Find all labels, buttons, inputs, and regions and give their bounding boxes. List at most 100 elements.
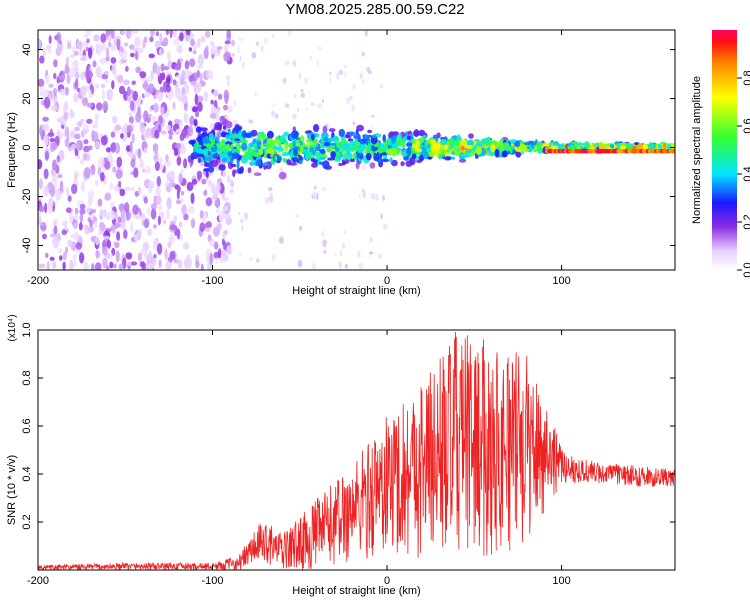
- heatmap-blob: [352, 152, 358, 161]
- heatmap-blob: [143, 110, 149, 123]
- heatmap-blob: [152, 239, 159, 250]
- heatmap-blob: [44, 150, 50, 161]
- heatmap-blob: [300, 88, 304, 93]
- heatmap-blob: [125, 211, 132, 221]
- heatmap-blob: [405, 160, 413, 167]
- heatmap-blob: [195, 260, 200, 269]
- heatmap-blob: [64, 246, 69, 254]
- heatmap-blob: [133, 167, 139, 178]
- heatmap-blob: [158, 259, 162, 269]
- snr-series-line: [38, 331, 675, 570]
- heatmap-blob: [52, 175, 58, 183]
- heatmap-blob: [135, 111, 142, 123]
- heatmap-blob: [453, 138, 460, 147]
- heatmap-blob: [86, 102, 94, 108]
- colorbar-tick-label: 0.2: [742, 214, 750, 229]
- heatmap-blob: [112, 166, 117, 173]
- heatmap-blob: [167, 160, 172, 166]
- heatmap-blob: [444, 156, 452, 161]
- heatmap-blob: [179, 32, 184, 42]
- heatmap-blob: [336, 142, 343, 149]
- heatmap-blob: [139, 71, 147, 79]
- heatmap-blob: [118, 180, 122, 188]
- heatmap-blob: [229, 189, 235, 194]
- heatmap-blob: [98, 156, 105, 169]
- heatmap-blob: [104, 192, 112, 201]
- heatmap-blob: [311, 262, 316, 270]
- heatmap-blob: [101, 88, 105, 101]
- heatmap-blob: [137, 148, 142, 159]
- heatmap-blob: [113, 263, 117, 269]
- heatmap-blob: [258, 148, 264, 156]
- heatmap-blob: [190, 218, 196, 229]
- heatmap-blob: [52, 159, 57, 171]
- heatmap-blob: [192, 50, 197, 55]
- heatmap-blob: [39, 55, 45, 64]
- heatmap-blob: [406, 147, 412, 155]
- heatmap-blob: [166, 208, 170, 220]
- heatmap-blob: [80, 71, 85, 81]
- heatmap-blob: [97, 198, 103, 207]
- heatmap-blob: [239, 252, 242, 256]
- heatmap-blob: [321, 98, 324, 104]
- heatmap-blob: [261, 133, 267, 141]
- heatmap-blob: [147, 206, 151, 217]
- heatmap-blob: [658, 143, 662, 151]
- heatmap-blob: [38, 205, 45, 213]
- heatmap-blob: [147, 263, 155, 270]
- heatmap-blob: [141, 168, 146, 173]
- heatmap-blob: [220, 115, 226, 123]
- heatmap-blob: [295, 142, 301, 147]
- heatmap-blob: [196, 144, 202, 148]
- heatmap-blob: [129, 141, 133, 153]
- heatmap-blob: [165, 84, 171, 93]
- heatmap-blob: [176, 228, 181, 240]
- heatmap-blob: [105, 47, 110, 59]
- heatmap-blob: [154, 195, 162, 206]
- heatmap-blob: [78, 252, 85, 264]
- heatmap-blob: [115, 169, 123, 180]
- heatmap-blob: [218, 164, 226, 171]
- heatmap-blob: [342, 161, 346, 166]
- heatmap-blob: [304, 130, 312, 134]
- heatmap-blob: [323, 136, 329, 142]
- heatmap-blob: [81, 97, 88, 106]
- heatmap-blob: [441, 149, 446, 157]
- heatmap-blob: [370, 114, 376, 119]
- heatmap-blob: [268, 196, 274, 203]
- heatmap-blob: [483, 143, 487, 149]
- heatmap-blob: [75, 242, 83, 250]
- heatmap-blob: [64, 223, 68, 231]
- heatmap-blob: [199, 210, 204, 219]
- heatmap-blob: [129, 100, 135, 112]
- heatmap-blob: [124, 202, 130, 213]
- heatmap-blob: [128, 150, 134, 159]
- heatmap-blob: [378, 254, 382, 259]
- heatmap-blob: [73, 170, 80, 178]
- heatmap-blob: [38, 210, 42, 219]
- heatmap-blob: [125, 30, 132, 40]
- heatmap-blob: [210, 146, 217, 152]
- heatmap-blob: [209, 252, 214, 264]
- heatmap-blob: [226, 174, 230, 183]
- heatmap-blob: [329, 76, 332, 83]
- heatmap-blob: [499, 145, 506, 150]
- heatmap-blob: [85, 69, 93, 80]
- heatmap-blob: [100, 83, 106, 89]
- heatmap-blob: [322, 239, 327, 248]
- x-tick-label: -100: [202, 275, 224, 287]
- heatmap-blob: [334, 252, 337, 257]
- heatmap-blob: [464, 147, 469, 152]
- colorbar-gradient: [712, 30, 737, 270]
- heatmap-blob: [120, 221, 126, 230]
- heatmap-blob: [176, 156, 182, 166]
- heatmap-blob: [87, 47, 93, 59]
- heatmap-blob: [96, 102, 103, 111]
- heatmap-blob: [156, 243, 163, 255]
- heatmap-blob: [327, 157, 336, 161]
- heatmap-blob: [414, 146, 419, 153]
- heatmap-blob: [395, 141, 400, 146]
- heatmap-blob: [137, 187, 142, 195]
- heatmap-blob: [130, 52, 135, 58]
- heatmap-blob: [342, 153, 347, 161]
